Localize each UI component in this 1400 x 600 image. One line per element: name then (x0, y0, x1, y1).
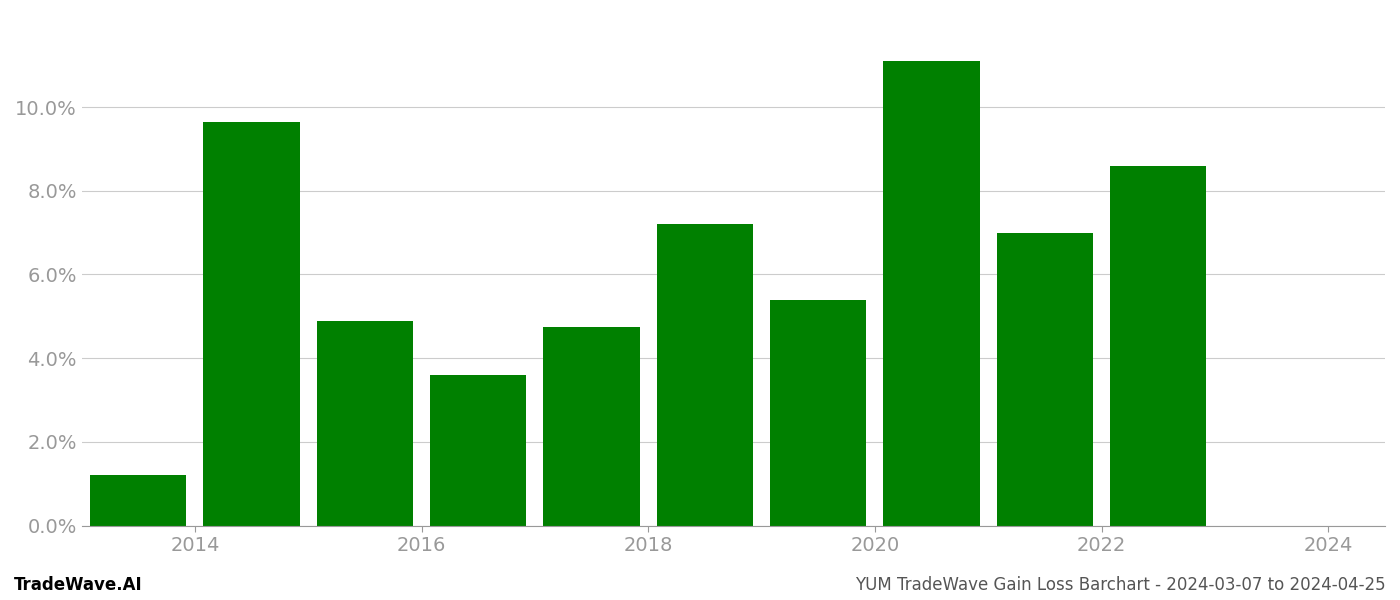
Bar (997, 233, 1093, 526)
Bar (883, 61, 980, 526)
Text: TradeWave.AI: TradeWave.AI (14, 576, 143, 594)
Bar (770, 299, 867, 526)
Bar (543, 327, 640, 526)
Bar (1110, 166, 1207, 526)
Bar (430, 375, 526, 526)
Text: YUM TradeWave Gain Loss Barchart - 2024-03-07 to 2024-04-25: YUM TradeWave Gain Loss Barchart - 2024-… (855, 576, 1386, 594)
Bar (203, 122, 300, 526)
Bar (657, 224, 753, 526)
Bar (90, 475, 186, 526)
Bar (316, 320, 413, 526)
